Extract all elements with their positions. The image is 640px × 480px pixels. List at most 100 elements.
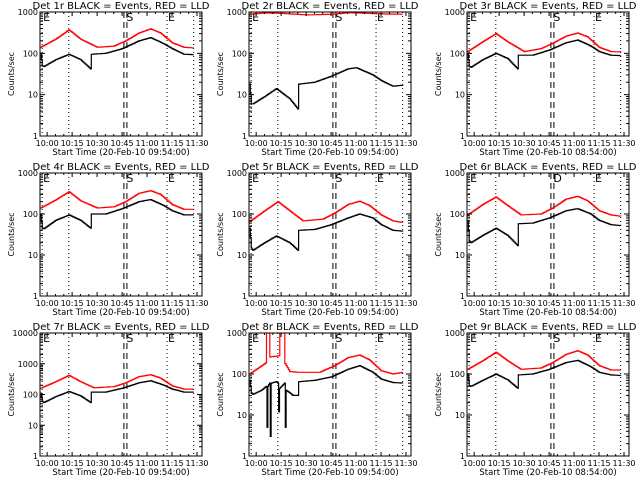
x-tick-label: 10:30 [86,459,109,468]
x-tick-label: 11:30 [394,299,417,308]
y-tick-label: 1000 [18,169,38,178]
x-tick-label: 11:00 [563,459,586,468]
panel-title: Det 9r BLACK = Events, RED = LLD [460,322,637,333]
x-axis-label: Start Time (20-Feb-10 09:54:00) [52,308,189,318]
y-tick-label: 100 [232,210,247,219]
x-tick-label: 10:00 [245,459,268,468]
events-series-line [467,39,621,70]
x-tick-label: 10:30 [295,299,318,308]
marker-label: S [335,172,342,185]
x-tick-label: 10:00 [245,299,268,308]
y-tick-label: 1000 [445,8,465,17]
y-tick-label: 100 [232,370,247,379]
y-tick-label: 10 [455,91,465,100]
marker-label: E [252,11,259,24]
y-axis-label: Counts/sec [216,372,225,416]
marker-label: E [168,332,175,345]
panel-title: Det 8r BLACK = Events, RED = LLD [242,322,419,333]
lld-series-line [40,28,194,49]
y-tick-label: 1 [33,452,38,461]
x-tick-label: 10:15 [61,139,84,148]
y-tick-label: 100 [450,370,465,379]
plot-frame [248,172,412,297]
x-tick-label: 10:00 [463,299,486,308]
x-tick-label: 10:30 [86,139,109,148]
x-tick-label: 11:30 [394,139,417,148]
marker-label: S [335,11,342,24]
x-tick-label: 11:30 [394,459,417,468]
x-tick-label: 10:45 [538,299,561,308]
marker-label: E [595,172,602,185]
marker-label: E [595,332,602,345]
x-tick-label: 11:00 [136,299,159,308]
x-tick-label: 10:45 [538,139,561,148]
y-tick-label: 1 [460,132,465,141]
x-tick-label: 10:30 [295,139,318,148]
lld-series-line [467,195,622,217]
x-tick-label: 10:45 [320,139,343,148]
x-tick-label: 10:30 [513,139,536,148]
y-tick-label: 100 [23,391,38,400]
marker-label: E [595,11,602,24]
x-tick-label: 11:30 [185,139,208,148]
x-axis-label: Start Time (20-Feb-10 09:54:00) [261,308,398,318]
plot-frame [39,172,203,297]
panel-title: Det 5r BLACK = Events, RED = LLD [242,162,419,173]
marker-label: E [43,332,50,345]
plot-frame [248,332,412,457]
x-tick-label: 11:15 [587,299,610,308]
y-tick-label: 1000 [227,8,247,17]
x-tick-label: 11:00 [345,299,368,308]
plot-frame [39,332,203,457]
x-tick-label: 11:15 [369,459,392,468]
y-tick-label: 10 [237,91,247,100]
x-tick-label: 10:00 [36,139,59,148]
x-tick-label: 10:45 [320,299,343,308]
x-tick-label: 11:30 [185,459,208,468]
panel-title: Det 2r BLACK = Events, RED = LLD [242,1,419,12]
y-tick-label: 100 [450,49,465,58]
marker-label: S [335,332,342,345]
y-tick-label: 1000 [445,169,465,178]
x-tick-label: 11:00 [563,299,586,308]
x-tick-label: 11:15 [160,299,183,308]
y-tick-label: 100 [450,210,465,219]
y-tick-label: 1000 [18,360,38,369]
y-axis-label: Counts/sec [216,52,225,96]
marker-label: E [377,11,384,24]
y-tick-label: 10 [28,91,38,100]
x-tick-label: 10:45 [111,139,134,148]
y-axis-label: Counts/sec [7,52,16,96]
x-tick-label: 11:15 [369,299,392,308]
panel-title: Det 7r BLACK = Events, RED = LLD [33,322,210,333]
y-tick-label: 1000 [227,169,247,178]
x-tick-label: 10:45 [538,459,561,468]
x-tick-label: 11:00 [345,139,368,148]
x-tick-label: 10:45 [111,459,134,468]
x-tick-label: 11:00 [563,139,586,148]
y-axis-label: Counts/sec [7,212,16,256]
events-series-line [249,67,404,110]
x-tick-label: 10:15 [488,459,511,468]
y-axis-label: Counts/sec [7,372,16,416]
panel-title: Det 6r BLACK = Events, RED = LLD [460,162,637,173]
events-series-line [249,365,404,437]
x-tick-label: 11:00 [345,459,368,468]
y-tick-label: 100 [23,49,38,58]
x-tick-label: 11:00 [136,139,159,148]
plot-frame [466,11,630,137]
x-tick-label: 11:30 [185,299,208,308]
x-tick-label: 11:30 [612,299,635,308]
events-series-line [40,37,194,70]
y-tick-label: 10000 [13,329,38,338]
x-axis-label: Start Time (20-Feb-10 08:54:00) [479,468,616,478]
x-tick-label: 11:15 [160,139,183,148]
y-tick-label: 1000 [227,329,247,338]
x-tick-label: 10:30 [513,459,536,468]
